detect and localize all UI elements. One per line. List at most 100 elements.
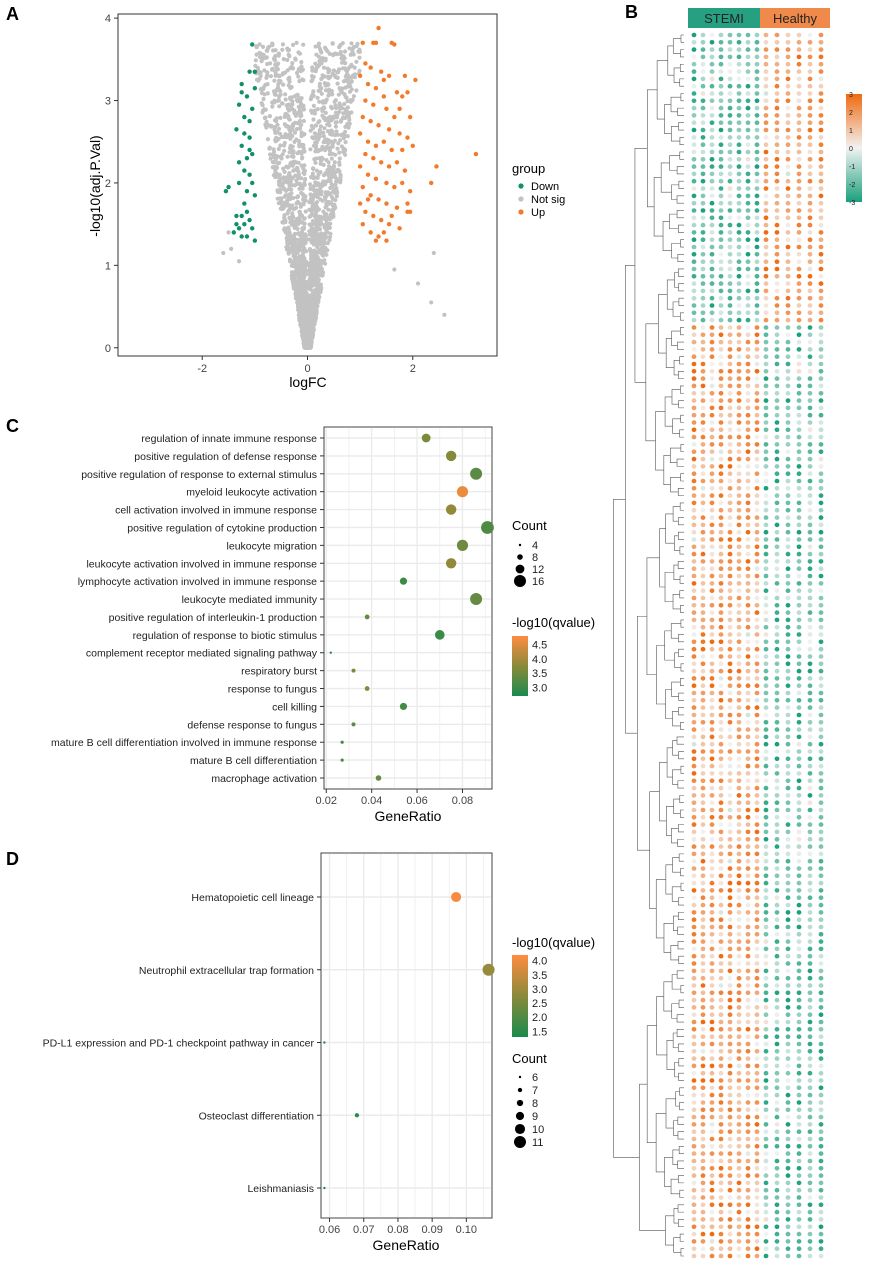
notsig-point	[350, 46, 355, 51]
notsig-point	[302, 259, 307, 264]
notsig-point	[283, 193, 288, 198]
heatmap-cell	[754, 478, 760, 484]
heatmap-cell	[709, 895, 715, 900]
heatmap-cell	[774, 486, 780, 491]
heatmap-cell	[785, 420, 791, 425]
heatmap-cell	[727, 873, 733, 879]
heatmap-cell	[691, 683, 697, 688]
notsig-point	[323, 190, 328, 195]
dendrogram-branch	[676, 458, 684, 467]
notsig-point	[339, 133, 344, 138]
dendrogram-branch	[663, 981, 673, 1012]
notsig-point	[270, 100, 275, 105]
heatmap-cell	[774, 1078, 780, 1083]
heatmap-cell	[796, 559, 802, 564]
heatmap-cell	[774, 222, 780, 228]
heatmap-cell	[709, 507, 715, 513]
heatmap-cell	[736, 507, 742, 513]
heatmap-cell	[818, 858, 824, 864]
heatmap-cell	[736, 1114, 742, 1120]
heatmap-cell	[745, 734, 751, 740]
heatmap-cell	[807, 1173, 813, 1178]
dendrogram-branch	[646, 557, 660, 676]
heatmap-cell	[727, 932, 733, 937]
heatmap-cell	[774, 40, 780, 45]
notsig-point	[291, 195, 296, 201]
heatmap-cell	[754, 1063, 760, 1069]
heatmap-cell	[754, 1129, 760, 1134]
heatmap-cell	[736, 698, 742, 703]
notsig-point	[273, 48, 278, 53]
heatmap-cell	[807, 215, 813, 221]
heatmap-cell	[763, 654, 769, 659]
notsig-point	[265, 137, 270, 142]
notsig-point	[294, 137, 299, 142]
heatmap-cell	[807, 866, 813, 871]
heatmap-cell	[709, 815, 715, 820]
heatmap-cell	[736, 595, 742, 601]
notsig-point	[334, 179, 339, 184]
notsig-point	[309, 314, 314, 319]
heatmap-cell	[745, 807, 751, 813]
dendrogram-branch	[613, 498, 640, 1158]
heatmap-cell	[736, 610, 742, 615]
heatmap-cell	[691, 661, 697, 667]
heatmap-cell	[774, 266, 780, 272]
notsig-point	[273, 53, 278, 59]
heatmap-cell	[700, 858, 706, 864]
notsig-point	[275, 85, 280, 90]
notsig-point	[315, 285, 321, 290]
heatmap-cell	[818, 369, 824, 374]
notsig-point	[314, 134, 319, 139]
y-tick-label: 0	[105, 343, 111, 355]
heatmap-cell	[763, 603, 769, 608]
heatmap-cell	[718, 1049, 724, 1054]
heatmap-cell	[763, 559, 769, 564]
heatmap-cell	[807, 522, 813, 528]
heatmap-cell	[807, 464, 813, 469]
notsig-point	[300, 300, 305, 305]
heatmap-cell	[807, 405, 813, 411]
heatmap-cell	[727, 98, 733, 104]
heatmap-cell	[807, 1136, 813, 1142]
notsig-point	[313, 160, 318, 165]
heatmap-cell	[691, 895, 697, 900]
heatmap-cell	[818, 493, 824, 498]
heatmap-cell	[718, 968, 724, 974]
heatmap-cell	[818, 295, 824, 301]
heatmap-cell	[785, 866, 791, 871]
heatmap-cell	[774, 522, 780, 528]
heatmap-cell	[796, 800, 802, 805]
heatmap-cell	[818, 391, 824, 396]
down-point	[223, 188, 229, 194]
notsig-point	[264, 119, 269, 124]
heatmap-cell	[736, 975, 742, 981]
heatmap-cell	[745, 507, 751, 513]
dendrogram-branch	[680, 239, 684, 248]
heatmap-cell	[774, 507, 780, 513]
heatmap-cell	[736, 493, 742, 498]
heatmap-cell	[796, 281, 802, 286]
heatmap-cell	[818, 178, 824, 184]
heatmap-cell	[774, 361, 780, 367]
down-point	[234, 213, 239, 219]
heatmap-cell	[763, 749, 769, 754]
heatmap-cell	[745, 493, 751, 498]
heatmap-cell	[774, 76, 780, 82]
heatmap-cell	[796, 142, 802, 147]
heatmap-cell	[745, 434, 751, 440]
heatmap-cell	[691, 1078, 697, 1083]
up-point	[365, 197, 371, 202]
heatmap-cell	[763, 595, 769, 601]
heatmap-cell	[796, 844, 802, 849]
heatmap-cell	[796, 661, 802, 667]
heatmap-cell	[796, 749, 802, 754]
heatmap-cell	[754, 405, 760, 411]
heatmap-cell	[754, 266, 760, 272]
heatmap-cell	[807, 873, 813, 879]
heatmap-cell	[745, 654, 751, 659]
heatmap-cell	[727, 559, 733, 564]
heatmap-cell	[745, 756, 751, 762]
notsig-point	[335, 132, 340, 137]
up-point	[360, 184, 365, 190]
